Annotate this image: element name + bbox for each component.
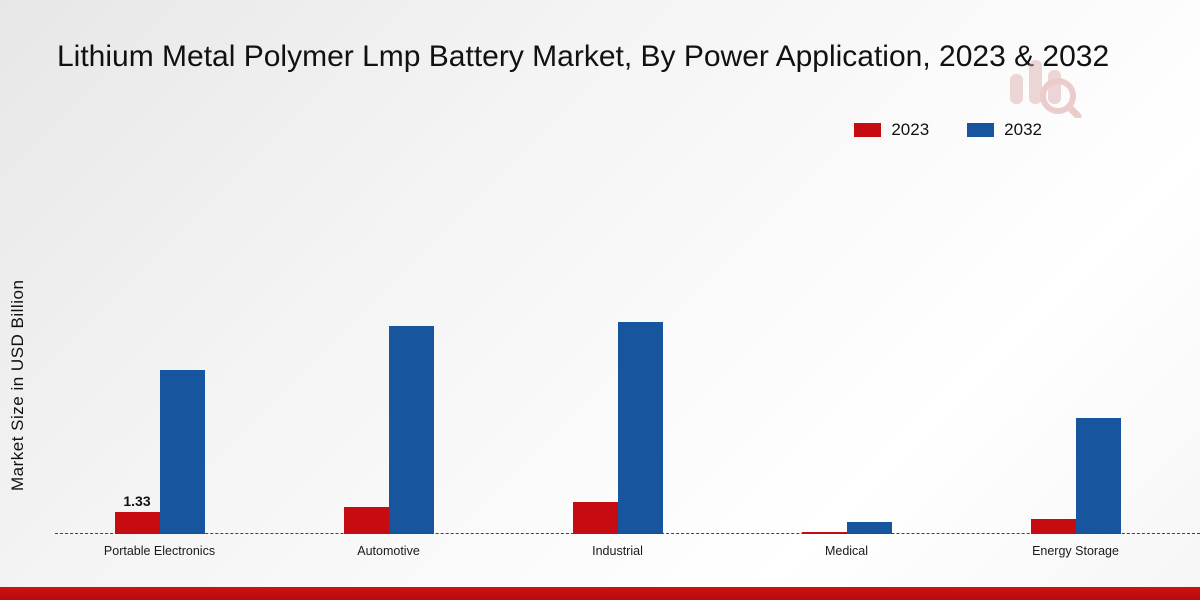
legend: 2023 2032 — [854, 120, 1042, 140]
bar-value-label: 1.33 — [123, 493, 151, 510]
bar-group-0: 1.33 — [45, 370, 274, 534]
bar-group-2 — [503, 322, 732, 534]
category-row: Portable Electronics Automotive Industrial… — [45, 542, 1190, 560]
bar-2032-3 — [846, 521, 892, 534]
plot-area: 1.33 — [45, 234, 1190, 534]
legend-item-2032: 2032 — [967, 120, 1042, 140]
bar-2032-0 — [159, 370, 205, 534]
legend-swatch-2032-icon — [967, 123, 995, 137]
y-axis-label: Market Size in USD Billion — [8, 279, 27, 491]
bar-group-1 — [274, 325, 503, 534]
watermark-logo — [996, 52, 1088, 123]
bar-group-4 — [961, 417, 1190, 534]
legend-label-2023: 2023 — [891, 120, 930, 139]
bar-2023-4 — [1030, 519, 1076, 534]
footer-strip — [0, 587, 1200, 600]
legend-label-2032: 2032 — [1004, 120, 1042, 139]
bar-2023-2 — [572, 502, 618, 534]
category-label-0: Portable Electronics — [103, 544, 216, 558]
legend-item-2023: 2023 — [854, 120, 929, 140]
bar-2032-2 — [617, 322, 663, 534]
x-axis-baseline — [55, 533, 1200, 534]
bar-2032-4 — [1075, 417, 1121, 534]
category-label-4: Energy Storage — [1032, 544, 1119, 558]
bar-2023-0: 1.33 — [114, 493, 160, 534]
bar-2032-1 — [388, 325, 434, 534]
legend-swatch-2023-icon — [854, 123, 882, 137]
category-label-1: Automotive — [357, 544, 420, 558]
chart-title: Lithium Metal Polymer Lmp Battery Market… — [57, 40, 1110, 73]
category-label-3: Medical — [824, 544, 869, 558]
category-label-2: Industrial — [592, 544, 643, 558]
bar-2023-1 — [343, 506, 389, 534]
